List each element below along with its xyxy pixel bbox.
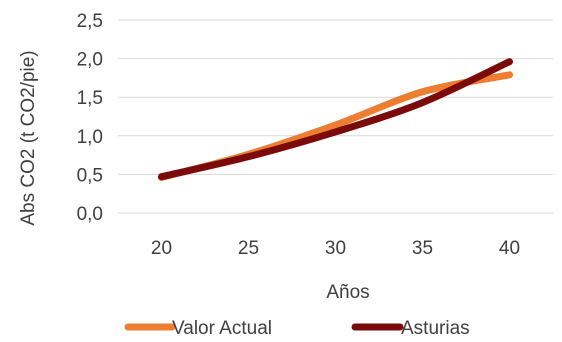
x-tick-label: 35 (412, 238, 433, 259)
y-tick-label: 1,0 (77, 127, 103, 148)
y-tick-label: 1,5 (77, 88, 103, 109)
x-axis-ticks: 20 25 30 35 40 (151, 238, 520, 259)
legend-label: Valor Actual (172, 318, 272, 339)
y-tick-label: 2,0 (77, 50, 103, 71)
x-tick-label: 40 (499, 238, 520, 259)
legend: Valor Actual Asturias (124, 318, 470, 339)
x-tick-label: 25 (238, 238, 259, 259)
y-tick-label: 2,5 (77, 11, 103, 32)
y-axis-title: Abs CO2 (t CO2/pie) (18, 50, 39, 225)
gridlines (118, 19, 553, 214)
x-axis-title: Años (326, 282, 369, 303)
series-lines (158, 58, 513, 181)
y-axis-ticks: 0,0 0,5 1,0 1,5 2,0 2,5 (77, 11, 103, 225)
y-tick-label: 0,0 (77, 204, 103, 225)
x-tick-label: 20 (151, 238, 172, 259)
y-tick-label: 0,5 (77, 165, 103, 186)
series-line-1 (158, 58, 513, 181)
x-tick-label: 30 (325, 238, 346, 259)
legend-label: Asturias (401, 318, 470, 339)
